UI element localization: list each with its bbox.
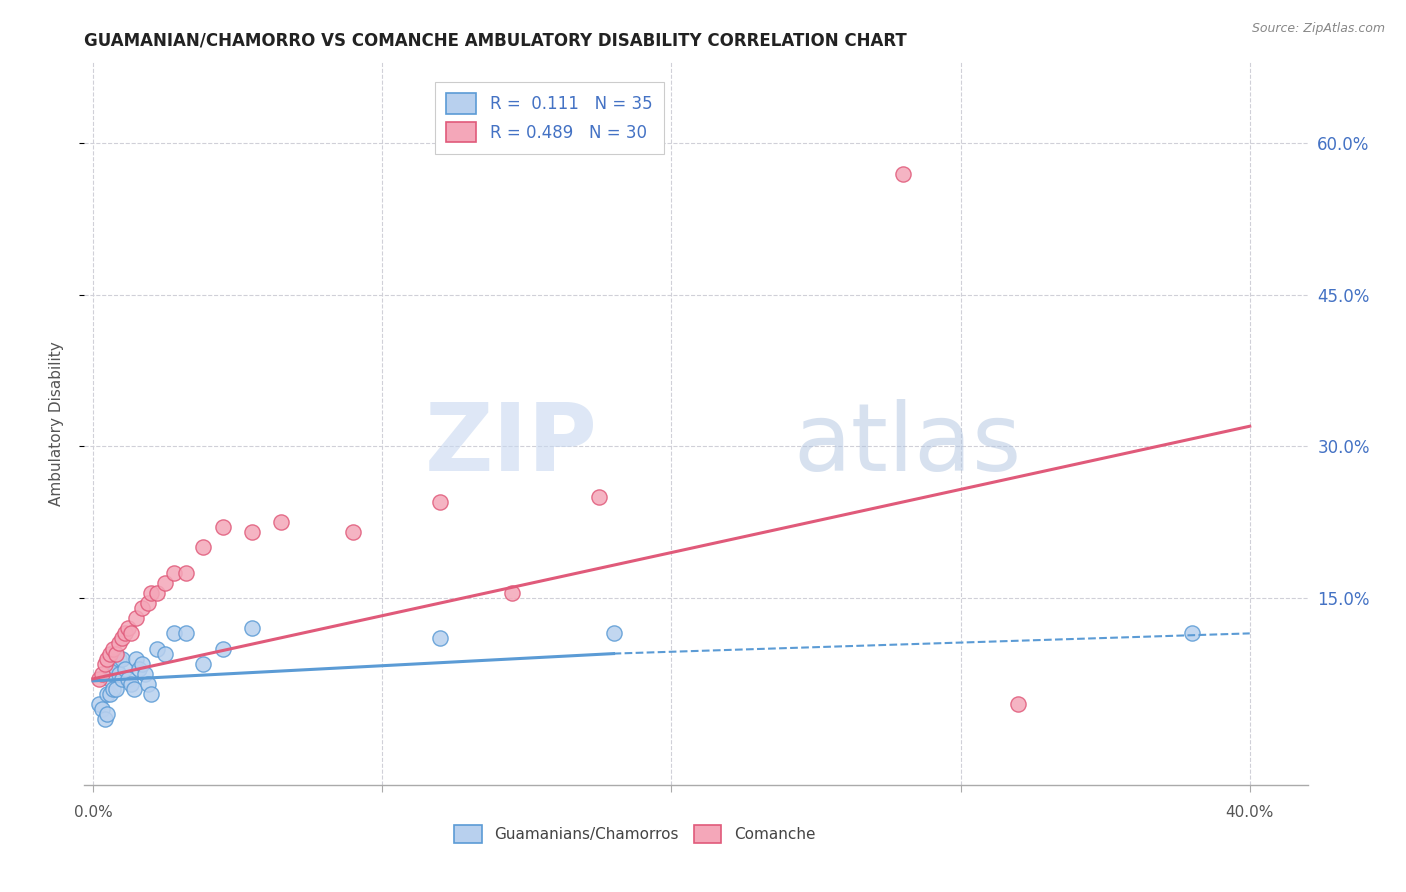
Point bbox=[103, 681, 125, 696]
Point bbox=[117, 672, 139, 686]
Point bbox=[429, 495, 451, 509]
Point bbox=[96, 707, 118, 722]
Point bbox=[87, 672, 110, 686]
Point bbox=[111, 632, 134, 646]
Point bbox=[163, 626, 186, 640]
Point bbox=[90, 702, 112, 716]
Point bbox=[155, 575, 177, 590]
Point bbox=[501, 586, 523, 600]
Point bbox=[100, 687, 122, 701]
Text: 0.0%: 0.0% bbox=[73, 805, 112, 820]
Point bbox=[120, 626, 142, 640]
Point bbox=[270, 515, 292, 529]
Point bbox=[125, 611, 148, 625]
Point bbox=[128, 662, 150, 676]
Point bbox=[429, 632, 451, 646]
Point bbox=[163, 566, 186, 580]
Point bbox=[100, 672, 122, 686]
Point bbox=[155, 647, 177, 661]
Point bbox=[100, 647, 122, 661]
Point bbox=[131, 657, 153, 671]
Point bbox=[131, 601, 153, 615]
Point bbox=[191, 541, 214, 555]
Point bbox=[87, 697, 110, 711]
Point bbox=[105, 681, 128, 696]
Legend: Guamanians/Chamorros, Comanche: Guamanians/Chamorros, Comanche bbox=[449, 819, 821, 849]
Point bbox=[111, 672, 134, 686]
Point bbox=[108, 636, 131, 650]
Point bbox=[342, 525, 364, 540]
Point bbox=[240, 525, 263, 540]
Text: atlas: atlas bbox=[794, 400, 1022, 491]
Point bbox=[93, 657, 115, 671]
Point bbox=[114, 626, 136, 640]
Point bbox=[111, 651, 134, 665]
Point bbox=[96, 651, 118, 665]
Y-axis label: Ambulatory Disability: Ambulatory Disability bbox=[49, 342, 63, 506]
Point bbox=[139, 586, 162, 600]
Point bbox=[174, 626, 197, 640]
Point bbox=[1181, 626, 1204, 640]
Point bbox=[108, 651, 131, 665]
Point bbox=[136, 677, 159, 691]
Point bbox=[240, 621, 263, 635]
Point bbox=[212, 520, 235, 534]
Point bbox=[120, 677, 142, 691]
Point bbox=[588, 490, 610, 504]
Point bbox=[191, 657, 214, 671]
Point bbox=[125, 651, 148, 665]
Text: Source: ZipAtlas.com: Source: ZipAtlas.com bbox=[1251, 22, 1385, 36]
Text: ZIP: ZIP bbox=[425, 400, 598, 491]
Point bbox=[108, 666, 131, 681]
Point bbox=[122, 681, 145, 696]
Point bbox=[139, 687, 162, 701]
Point bbox=[114, 662, 136, 676]
Text: GUAMANIAN/CHAMORRO VS COMANCHE AMBULATORY DISABILITY CORRELATION CHART: GUAMANIAN/CHAMORRO VS COMANCHE AMBULATOR… bbox=[84, 32, 907, 50]
Point bbox=[96, 687, 118, 701]
Point bbox=[1007, 697, 1029, 711]
Point bbox=[105, 647, 128, 661]
Point bbox=[105, 662, 128, 676]
Point bbox=[145, 586, 167, 600]
Point bbox=[891, 167, 914, 181]
Point bbox=[103, 641, 125, 656]
Point bbox=[145, 641, 167, 656]
Point bbox=[212, 641, 235, 656]
Point bbox=[103, 666, 125, 681]
Point bbox=[174, 566, 197, 580]
Point bbox=[136, 596, 159, 610]
Text: 40.0%: 40.0% bbox=[1226, 805, 1274, 820]
Point bbox=[93, 712, 115, 726]
Point bbox=[117, 621, 139, 635]
Point bbox=[90, 666, 112, 681]
Point bbox=[134, 666, 156, 681]
Point bbox=[602, 626, 624, 640]
